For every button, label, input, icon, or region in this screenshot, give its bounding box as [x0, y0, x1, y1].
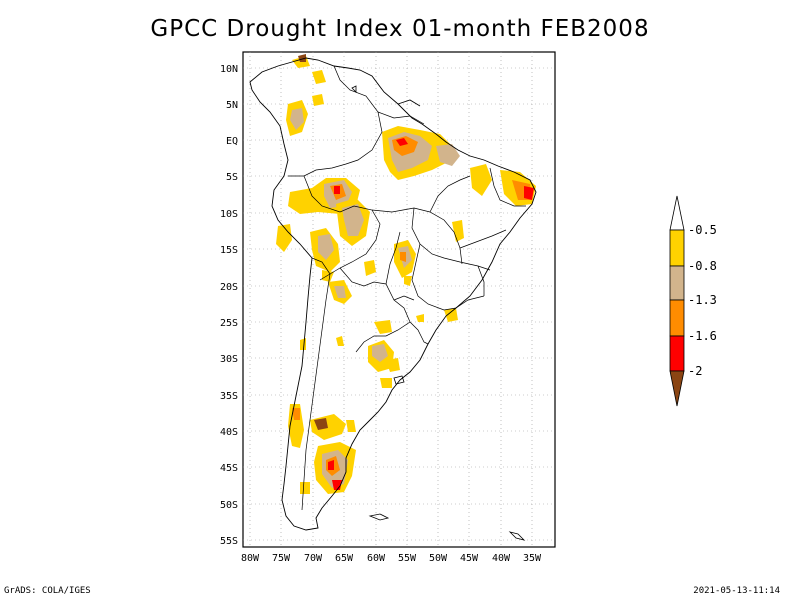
shade-region: [300, 482, 310, 494]
lat-tick-label: 15S: [220, 245, 238, 256]
drought-shading: [276, 54, 536, 494]
lat-tick-label: 50S: [220, 500, 238, 511]
shade-region: [334, 186, 340, 194]
shade-region: [276, 224, 292, 252]
legend-label: -2: [688, 364, 702, 378]
shade-region: [380, 378, 392, 388]
shade-region: [314, 418, 328, 430]
shade-region: [400, 252, 406, 262]
lon-tick-label: 60W: [367, 553, 386, 564]
lat-tick-label: EQ: [226, 136, 238, 147]
shade-region: [386, 358, 400, 372]
lat-tick-label: 40S: [220, 427, 238, 438]
shade-region: [336, 336, 344, 346]
lat-tick-label: 55S: [220, 536, 238, 547]
shade-region: [374, 320, 392, 334]
legend-swatch-tan: [669, 265, 685, 301]
lat-tick-label: 5N: [226, 100, 238, 111]
shade-region: [416, 314, 424, 322]
lat-tick-label: 10S: [220, 209, 238, 220]
islands: [351, 85, 526, 541]
lon-axis: 80W 75W 70W 65W 60W 55W 50W 45W 40W 35W: [241, 553, 542, 564]
shade-region: [342, 204, 364, 236]
shade-region: [318, 234, 334, 260]
shade-region: [470, 164, 492, 196]
legend-label: -0.8: [688, 259, 717, 273]
lat-tick-label: 35S: [220, 391, 238, 402]
lon-tick-label: 45W: [460, 553, 479, 564]
lon-tick-label: 55W: [398, 553, 417, 564]
color-legend: -0.5 -0.8 -1.3 -1.6 -2: [669, 195, 717, 407]
legend-swatch-red: [669, 335, 685, 372]
legend-label: -1.6: [688, 329, 717, 343]
lon-tick-label: 80W: [241, 553, 260, 564]
shade-region: [452, 220, 464, 242]
legend-label: -1.3: [688, 293, 717, 307]
shade-region: [290, 108, 304, 130]
shade-region: [404, 276, 412, 286]
shade-region: [300, 338, 306, 350]
shade-region: [292, 408, 300, 420]
shade-region: [444, 308, 458, 322]
shade-region: [346, 420, 356, 432]
shade-region: [328, 460, 334, 470]
lat-tick-label: 5S: [226, 172, 238, 183]
grads-credit: GrADS: COLA/IGES: [4, 586, 91, 596]
shade-region: [334, 286, 346, 298]
lon-tick-label: 70W: [304, 553, 323, 564]
legend-swatch-yellow: [669, 229, 685, 267]
legend-swatch-orange: [669, 299, 685, 337]
legend-swatch-brown: [669, 370, 685, 407]
map-title: GPCC Drought Index 01-month FEB2008: [150, 16, 650, 42]
lat-tick-label: 45S: [220, 463, 238, 474]
lon-tick-label: 50W: [429, 553, 448, 564]
lon-tick-label: 65W: [335, 553, 354, 564]
legend-label: -0.5: [688, 223, 717, 237]
lon-tick-label: 75W: [272, 553, 291, 564]
shade-region: [364, 260, 376, 276]
lat-axis: 10N 5N EQ 5S 10S 15S 20S 25S 30S 35S 40S…: [220, 64, 238, 547]
shade-region: [312, 94, 324, 106]
shade-region: [396, 138, 408, 146]
lat-tick-label: 25S: [220, 318, 238, 329]
shade-region: [524, 186, 534, 200]
lon-tick-label: 40W: [492, 553, 511, 564]
shade-region: [332, 480, 342, 490]
lat-tick-label: 20S: [220, 282, 238, 293]
timestamp: 2021-05-13-11:14: [693, 586, 780, 596]
legend-swatch-white: [669, 195, 685, 231]
shade-region: [312, 70, 326, 84]
lat-tick-label: 10N: [220, 64, 238, 75]
country-borders: [288, 65, 526, 511]
lat-tick-label: 30S: [220, 354, 238, 365]
shade-region: [436, 144, 460, 166]
lon-tick-label: 35W: [523, 553, 542, 564]
shade-region: [372, 344, 388, 362]
